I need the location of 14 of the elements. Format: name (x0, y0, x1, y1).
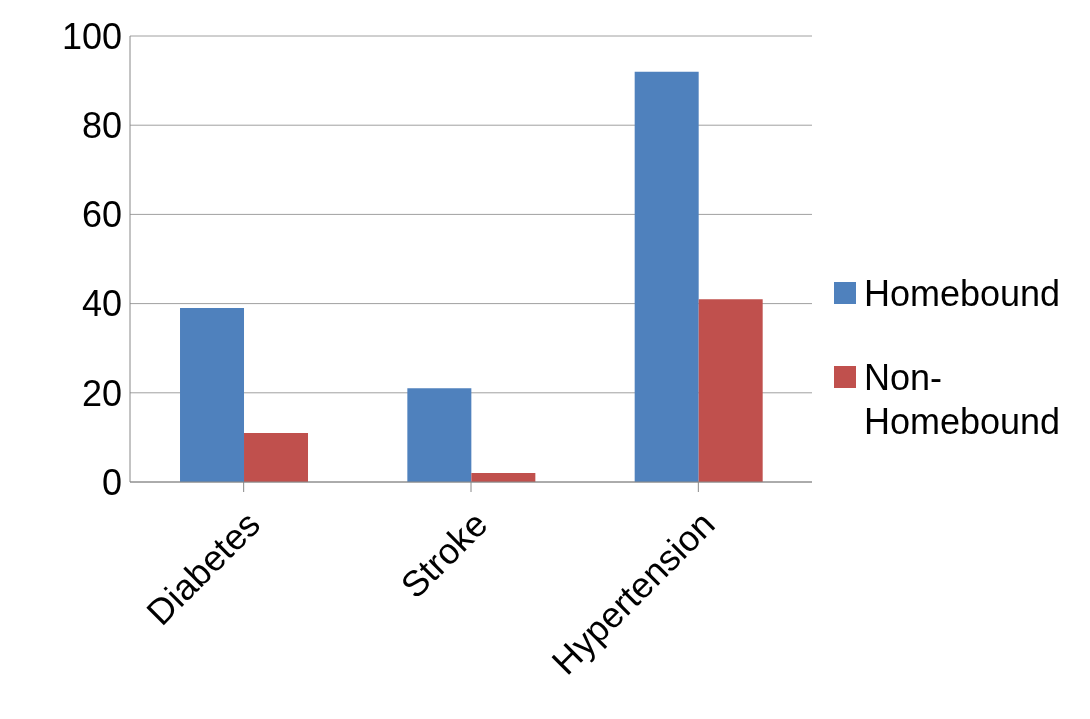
y-tick-label: 60 (81, 194, 122, 236)
y-tick-label: 40 (81, 283, 122, 325)
y-tick-label: 80 (81, 104, 122, 146)
bar (244, 432, 309, 482)
bar (634, 71, 699, 482)
y-tick-label: 100 (61, 15, 122, 57)
y-tick-label: 20 (81, 372, 122, 414)
bar (407, 388, 472, 482)
y-tick-label: 0 (101, 461, 122, 503)
bar (471, 473, 536, 482)
bar (698, 299, 763, 482)
legend-label: Non-Homebound (864, 356, 1062, 444)
bar (180, 308, 245, 482)
legend-label: Homebound (864, 272, 1062, 316)
